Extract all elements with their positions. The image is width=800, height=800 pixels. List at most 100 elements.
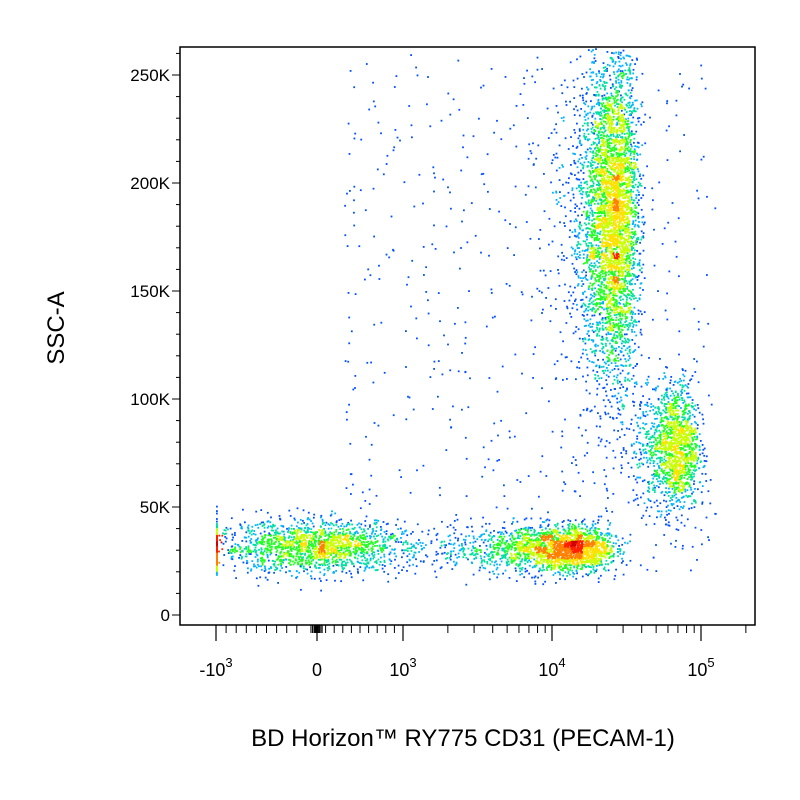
data-point xyxy=(640,230,643,233)
data-point xyxy=(488,534,490,536)
data-point xyxy=(249,539,252,542)
data-point xyxy=(384,540,387,543)
data-point xyxy=(573,573,576,575)
data-point xyxy=(619,240,622,243)
data-point xyxy=(616,133,619,136)
data-point xyxy=(615,159,618,161)
data-point xyxy=(557,555,560,558)
data-point xyxy=(526,550,529,553)
data-point xyxy=(319,534,321,537)
data-point xyxy=(569,520,572,522)
data-point xyxy=(597,192,599,195)
data-point xyxy=(527,537,530,539)
data-point xyxy=(307,559,310,562)
data-point xyxy=(289,515,292,517)
data-point xyxy=(566,532,568,535)
data-point xyxy=(605,553,608,556)
data-point xyxy=(247,546,250,549)
data-point xyxy=(346,542,349,544)
data-point xyxy=(363,541,366,544)
data-point xyxy=(631,181,634,184)
data-point xyxy=(345,550,347,553)
data-point xyxy=(321,520,324,522)
data-point xyxy=(408,553,411,555)
data-point xyxy=(488,553,490,556)
data-point xyxy=(327,535,330,537)
data-point xyxy=(329,531,332,534)
data-point xyxy=(471,552,474,554)
data-point xyxy=(597,552,600,555)
data-point xyxy=(556,560,559,563)
data-point xyxy=(550,530,553,533)
data-point xyxy=(479,566,481,569)
data-point xyxy=(595,568,598,571)
data-point xyxy=(402,543,404,546)
data-point xyxy=(592,552,595,554)
data-point xyxy=(447,535,450,538)
data-point xyxy=(478,535,481,538)
data-point xyxy=(533,542,536,545)
data-point xyxy=(264,567,267,570)
data-point xyxy=(580,543,583,545)
data-point xyxy=(361,552,363,554)
data-point xyxy=(595,551,598,554)
data-point xyxy=(582,556,585,558)
data-point xyxy=(325,561,328,564)
data-point xyxy=(292,544,295,547)
data-point xyxy=(240,527,243,529)
data-point xyxy=(582,540,584,543)
data-point xyxy=(391,548,393,551)
data-point xyxy=(561,549,564,552)
data-point xyxy=(635,243,637,246)
data-point xyxy=(291,531,294,534)
data-point xyxy=(574,536,576,539)
data-point xyxy=(321,518,324,521)
data-point xyxy=(395,577,397,580)
data-point xyxy=(294,538,296,540)
data-point xyxy=(544,555,546,558)
data-point xyxy=(262,553,265,556)
data-point xyxy=(514,547,517,549)
data-point xyxy=(240,557,243,560)
data-point xyxy=(590,268,592,271)
data-point xyxy=(339,540,342,542)
data-point xyxy=(368,566,371,569)
data-point xyxy=(632,320,635,323)
data-point xyxy=(563,541,566,544)
data-point xyxy=(602,541,604,543)
data-point xyxy=(263,526,266,529)
data-point xyxy=(332,544,335,547)
data-point xyxy=(586,534,588,536)
data-point xyxy=(365,515,368,518)
data-point xyxy=(576,572,578,575)
data-point xyxy=(537,539,540,541)
data-point xyxy=(608,273,610,276)
data-point xyxy=(330,551,333,554)
data-point xyxy=(593,543,596,546)
data-point xyxy=(339,553,341,555)
data-point xyxy=(623,189,625,192)
data-point xyxy=(628,228,630,231)
data-point xyxy=(617,229,620,231)
data-point xyxy=(558,179,561,181)
data-point xyxy=(583,110,586,113)
data-point xyxy=(576,533,578,536)
data-point xyxy=(324,530,327,533)
data-point xyxy=(519,555,522,558)
data-point xyxy=(268,549,271,552)
data-point xyxy=(546,541,549,544)
data-point xyxy=(542,560,545,563)
data-point xyxy=(540,544,542,547)
data-point xyxy=(607,412,610,415)
data-point xyxy=(282,548,284,551)
data-point xyxy=(593,203,596,205)
data-point xyxy=(570,554,573,557)
data-point xyxy=(260,509,263,511)
data-point xyxy=(248,553,251,555)
data-point xyxy=(582,375,584,378)
data-point xyxy=(369,557,372,560)
data-point xyxy=(314,551,317,553)
data-point xyxy=(216,563,218,566)
data-point xyxy=(367,540,370,543)
data-point xyxy=(637,263,639,265)
